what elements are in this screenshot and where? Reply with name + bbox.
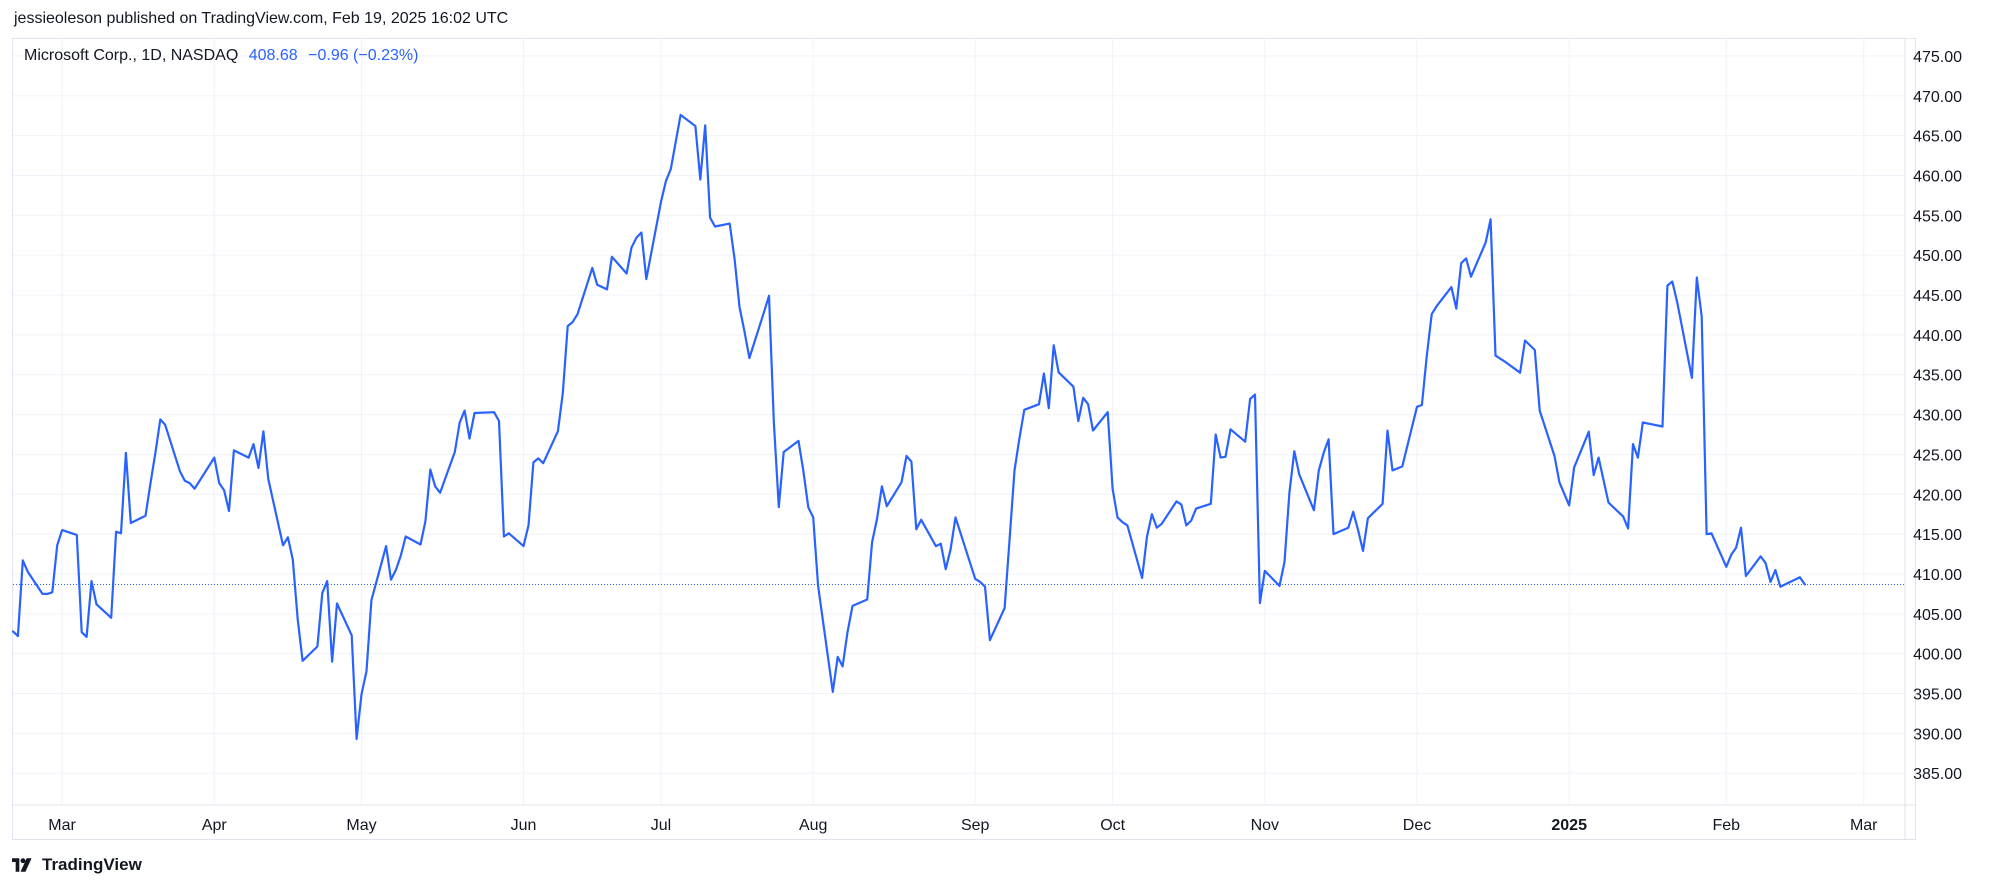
price-tick-label: 450.00 bbox=[1913, 248, 1962, 265]
grid-lines bbox=[13, 39, 1905, 805]
time-tick-label: Dec bbox=[1403, 817, 1431, 834]
footer-brand-name: TradingView bbox=[42, 855, 142, 874]
price-tick-label: 470.00 bbox=[1913, 89, 1962, 106]
time-tick-label: Jun bbox=[511, 817, 537, 834]
price-tick-label: 405.00 bbox=[1913, 607, 1962, 624]
price-series-line bbox=[11, 113, 1806, 741]
price-tick-label: 415.00 bbox=[1913, 527, 1962, 544]
price-tick-label: 440.00 bbox=[1913, 328, 1962, 345]
publisher-credit: jessieoleson published on TradingView.co… bbox=[14, 10, 509, 27]
time-tick-label: Aug bbox=[799, 817, 827, 834]
price-tick-label: 435.00 bbox=[1913, 368, 1962, 385]
price-tick-label: 390.00 bbox=[1913, 726, 1962, 743]
tradingview-logo-icon bbox=[12, 858, 32, 872]
price-axis[interactable]: 385.00 390.00 395.00 400.00 405.00 410.00 415.… bbox=[1913, 49, 1962, 783]
price-tick-label: 460.00 bbox=[1913, 168, 1962, 185]
time-tick-label: Feb bbox=[1712, 817, 1740, 834]
footer-branding[interactable]: TradingView bbox=[12, 855, 142, 875]
price-tick-label: 400.00 bbox=[1913, 647, 1962, 664]
time-tick-label: Mar bbox=[48, 817, 76, 834]
price-tick-label: 420.00 bbox=[1913, 487, 1962, 504]
price-tick-label: 465.00 bbox=[1913, 129, 1962, 146]
time-tick-label: Nov bbox=[1251, 817, 1279, 834]
legend-price: 408.68 bbox=[248, 47, 298, 64]
price-tick-label: 425.00 bbox=[1913, 447, 1962, 464]
time-tick-label: Sep bbox=[961, 817, 990, 834]
price-tick-label: 445.00 bbox=[1913, 288, 1962, 305]
price-tick-label: 410.00 bbox=[1913, 567, 1962, 584]
time-tick-label: Apr bbox=[202, 817, 228, 834]
chart-frame bbox=[12, 38, 1916, 840]
price-tick-label: 395.00 bbox=[1913, 687, 1962, 704]
symbol-legend: Microsoft Corp., 1D, NASDAQ 408.68 −0.96… bbox=[24, 47, 418, 65]
price-tick-label: 385.00 bbox=[1913, 766, 1962, 783]
time-tick-label: Jul bbox=[651, 817, 671, 834]
legend-change: −0.96 (−0.23%) bbox=[308, 47, 419, 64]
time-tick-label: Mar bbox=[1850, 817, 1878, 834]
legend-symbol: Microsoft Corp., 1D, NASDAQ bbox=[24, 47, 239, 64]
time-tick-label: May bbox=[346, 817, 376, 834]
time-axis[interactable]: Mar Apr May Jun Jul Aug Sep Oct Nov Dec 2025 Feb Mar bbox=[48, 817, 1878, 834]
time-tick-label: 2025 bbox=[1551, 817, 1587, 834]
price-tick-label: 455.00 bbox=[1913, 208, 1962, 225]
price-tick-label: 475.00 bbox=[1913, 49, 1962, 66]
time-tick-label: Oct bbox=[1100, 817, 1125, 834]
price-tick-label: 430.00 bbox=[1913, 408, 1962, 425]
